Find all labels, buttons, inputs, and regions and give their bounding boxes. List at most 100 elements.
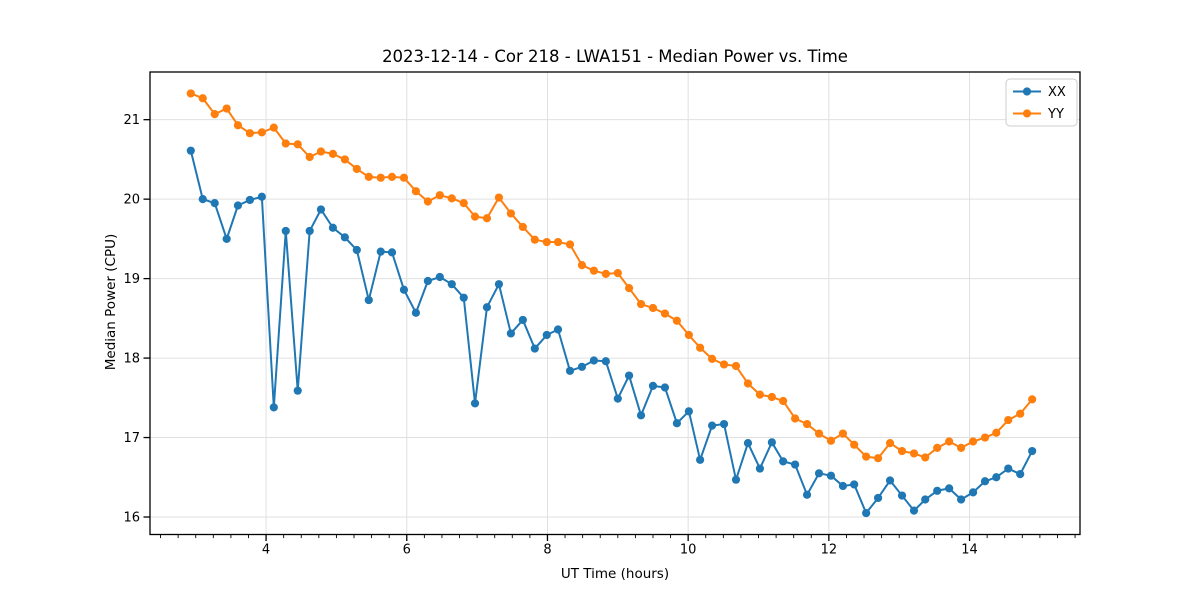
data-point-YY bbox=[957, 443, 966, 452]
data-point-YY bbox=[565, 240, 575, 249]
data-point-XX bbox=[328, 223, 338, 232]
data-point-XX bbox=[364, 295, 373, 305]
data-point-XX bbox=[707, 421, 717, 430]
data-point-YY bbox=[340, 155, 349, 164]
data-point-XX bbox=[838, 481, 848, 491]
data-point-YY bbox=[589, 266, 598, 275]
data-point-XX bbox=[257, 192, 266, 201]
data-point-YY bbox=[874, 454, 883, 463]
data-point-XX bbox=[767, 438, 776, 447]
data-point-YY bbox=[1004, 415, 1013, 425]
data-point-YY bbox=[850, 440, 859, 449]
data-point-YY bbox=[968, 437, 978, 446]
data-point-XX bbox=[423, 276, 432, 286]
data-point-XX bbox=[399, 285, 409, 294]
data-point-YY bbox=[613, 268, 622, 278]
data-point-YY bbox=[790, 414, 800, 423]
legend-sample-marker bbox=[1022, 109, 1032, 118]
data-point-XX bbox=[636, 411, 646, 420]
data-point-XX bbox=[814, 469, 824, 478]
axes-spines bbox=[149, 71, 1081, 536]
data-point-YY bbox=[494, 193, 504, 202]
data-point-YY bbox=[660, 309, 670, 318]
data-point-YY bbox=[636, 299, 646, 309]
data-point-XX bbox=[684, 407, 693, 416]
data-point-YY bbox=[506, 209, 515, 218]
data-point-YY bbox=[577, 261, 587, 270]
data-point-XX bbox=[779, 457, 788, 466]
series-line-XX bbox=[189, 149, 1034, 515]
data-point-XX bbox=[897, 491, 907, 500]
data-point-XX bbox=[660, 383, 670, 392]
data-point-XX bbox=[624, 371, 634, 380]
data-point-XX bbox=[696, 455, 705, 464]
ticks: 4 6 8 10 12 14 16 17 18 19 20 21 bbox=[123, 113, 1076, 558]
data-point-XX bbox=[245, 195, 254, 205]
series bbox=[186, 89, 1037, 518]
legend-sample-marker bbox=[1022, 87, 1032, 96]
data-point-YY bbox=[885, 439, 895, 448]
data-point-XX bbox=[1016, 470, 1025, 479]
data-point-XX bbox=[589, 356, 598, 365]
data-point-XX bbox=[980, 477, 990, 486]
data-point-YY bbox=[470, 212, 480, 221]
x-tick-label: 12 bbox=[821, 543, 838, 558]
y-tick-label: 16 bbox=[123, 511, 140, 526]
data-point-XX bbox=[222, 234, 231, 243]
data-point-XX bbox=[790, 460, 800, 469]
legend-label: YY bbox=[1047, 107, 1064, 122]
data-point-YY bbox=[387, 172, 397, 181]
data-point-YY bbox=[257, 128, 266, 137]
data-point-YY bbox=[423, 197, 432, 206]
data-point-XX bbox=[613, 394, 622, 403]
data-point-YY bbox=[731, 361, 741, 371]
data-point-XX bbox=[755, 464, 765, 473]
data-point-XX bbox=[553, 325, 563, 334]
data-point-YY bbox=[826, 436, 836, 445]
data-point-XX bbox=[198, 195, 207, 204]
data-point-XX bbox=[186, 146, 195, 155]
data-point-XX bbox=[992, 473, 1001, 482]
data-point-XX bbox=[411, 308, 421, 317]
data-point-YY bbox=[328, 149, 338, 158]
data-point-XX bbox=[376, 247, 385, 256]
data-point-XX bbox=[719, 419, 729, 429]
data-point-XX bbox=[387, 248, 397, 257]
data-point-YY bbox=[281, 139, 290, 148]
chart-title: 2023-12-14 - Cor 218 - LWA151 - Median P… bbox=[382, 47, 848, 66]
data-point-YY bbox=[459, 199, 468, 208]
data-point-YY bbox=[980, 433, 990, 442]
legend: XX YY bbox=[1005, 78, 1078, 127]
data-point-YY bbox=[838, 429, 848, 438]
data-point-YY bbox=[316, 147, 326, 156]
data-point-XX bbox=[293, 386, 302, 395]
data-point-XX bbox=[340, 233, 349, 242]
y-axis-label: Median Power (CPU) bbox=[103, 233, 119, 371]
data-point-YY bbox=[364, 172, 373, 181]
data-point-XX bbox=[435, 272, 444, 282]
data-point-YY bbox=[814, 429, 824, 438]
data-point-XX bbox=[494, 280, 504, 289]
x-tick-label: 6 bbox=[403, 543, 411, 558]
data-point-XX bbox=[352, 245, 361, 255]
data-point-XX bbox=[506, 329, 515, 338]
data-point-XX bbox=[281, 226, 290, 236]
series-line-YY bbox=[189, 92, 1034, 460]
data-point-YY bbox=[447, 194, 456, 203]
data-point-XX bbox=[601, 357, 610, 366]
data-point-YY bbox=[696, 343, 705, 352]
data-point-YY bbox=[921, 453, 930, 462]
data-point-YY bbox=[862, 452, 871, 461]
data-point-XX bbox=[850, 480, 859, 489]
data-point-YY bbox=[245, 129, 254, 138]
data-point-XX bbox=[909, 506, 919, 515]
data-point-YY bbox=[186, 89, 195, 98]
data-point-YY bbox=[482, 214, 492, 223]
data-point-XX bbox=[885, 476, 895, 485]
data-point-XX bbox=[233, 201, 243, 210]
data-point-YY bbox=[672, 316, 682, 325]
data-point-YY bbox=[945, 437, 954, 446]
data-point-YY bbox=[305, 152, 314, 162]
data-point-XX bbox=[530, 344, 539, 353]
